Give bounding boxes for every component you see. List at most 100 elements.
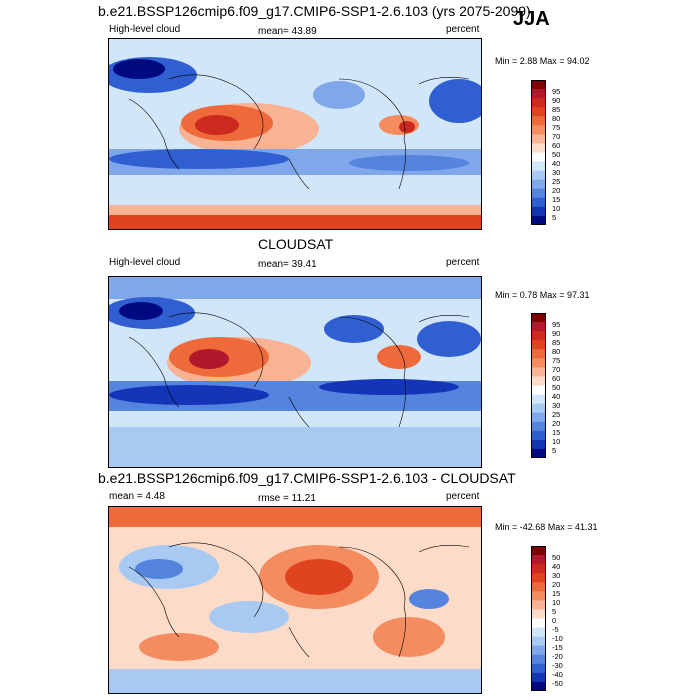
- colorbar-tick-label: 40: [552, 159, 561, 169]
- season-label: JJA: [513, 8, 550, 30]
- colorbar-swatch: [531, 197, 546, 208]
- colorbar-swatch: [531, 367, 546, 377]
- colorbar-tick-label: 60: [552, 373, 561, 383]
- colorbar-swatch: [531, 654, 546, 665]
- colorbar-swatch: [531, 600, 546, 610]
- colorbar-swatch: [531, 582, 546, 592]
- colorbar-tick-label: -40: [552, 670, 563, 680]
- colorbar-swatch: [531, 143, 546, 153]
- colorbar-tick-label: 0: [552, 616, 557, 625]
- colorbar-tick-label: 25: [552, 177, 561, 187]
- colorbar-tick-label: -10: [552, 634, 563, 644]
- colorbar-tick-label: -5: [552, 625, 559, 635]
- colorbar-swatch: [531, 107, 546, 117]
- colorbar-tick-label: 70: [552, 131, 561, 141]
- panel3-mean: mean = 4.48: [109, 491, 165, 502]
- colorbar-swatch: [531, 215, 546, 225]
- colorbar-swatch: [531, 618, 546, 629]
- colorbar-swatch: [531, 573, 546, 583]
- colorbar-tick-label: 5: [552, 213, 557, 223]
- colorbar-tick-label: 25: [552, 410, 561, 420]
- panel1-title: b.e21.BSSP126cmip6.f09_g17.CMIP6-SSP1-2.…: [98, 3, 531, 19]
- colorbar-swatch: [531, 681, 546, 691]
- colorbar-tick-label: 10: [552, 597, 561, 607]
- colorbar-swatch: [531, 591, 546, 601]
- colorbar-swatch: [531, 376, 546, 386]
- panel3-units: percent: [446, 491, 480, 502]
- colorbar-swatch: [531, 645, 546, 656]
- panel1-mean: mean= 43.89: [258, 26, 317, 37]
- colorbar-swatch: [531, 564, 546, 574]
- panel3-rmse: rmse = 11.21: [258, 493, 316, 504]
- colorbar-tick-label: 20: [552, 186, 561, 196]
- colorbar-tick-label: 40: [552, 561, 561, 571]
- panel2-units: percent: [446, 257, 480, 268]
- colorbar-swatch: [531, 421, 546, 432]
- panel2-minmax: Min = 0.78 Max = 97.31: [495, 290, 590, 300]
- colorbar-swatch: [531, 672, 546, 683]
- colorbar-swatch: [531, 134, 546, 144]
- colorbar-tick-label: 90: [552, 95, 561, 105]
- colorbar-tick-label: 50: [552, 552, 561, 562]
- colorbar-tick-label: 50: [552, 150, 561, 159]
- colorbar-swatch: [531, 152, 546, 163]
- panel1-colorbar-labels: 95 90 85 80 75 70 60 50 40 30 25 20 15 10 5: [552, 82, 582, 227]
- panel3-map: [108, 506, 482, 694]
- colorbar-swatch: [531, 412, 546, 423]
- colorbar-swatch: [531, 322, 546, 332]
- colorbar-swatch: [531, 161, 546, 172]
- panel3-colorbar: [531, 546, 546, 691]
- colorbar-swatch: [531, 89, 546, 99]
- colorbar-swatch: [531, 313, 546, 323]
- colorbar-tick-label: 5: [552, 606, 557, 616]
- colorbar-tick-label: 10: [552, 437, 561, 447]
- colorbar-swatch: [531, 394, 546, 405]
- colorbar-tick-label: 30: [552, 401, 561, 411]
- colorbar-tick-label: 70: [552, 364, 561, 374]
- panel2-variable-label: High-level cloud: [109, 257, 181, 268]
- panel2-colorbar-labels: 95 90 85 80 75 70 60 50 40 30 25 20 15 10 5: [552, 315, 582, 460]
- colorbar-swatch: [531, 188, 546, 199]
- colorbar-swatch: [531, 663, 546, 674]
- colorbar-swatch: [531, 546, 546, 556]
- colorbar-swatch: [531, 340, 546, 350]
- colorbar-swatch: [531, 636, 546, 647]
- colorbar-tick-label: 80: [552, 113, 561, 123]
- colorbar-swatch: [531, 627, 546, 638]
- colorbar-tick-label: 10: [552, 204, 561, 214]
- colorbar-tick-label: 50: [552, 383, 561, 392]
- colorbar-swatch: [531, 80, 546, 90]
- panel3-colorbar-labels: 50 40 30 20 15 10 5 0 -5 -10 -15 -20 -30 -40 -50: [552, 548, 582, 693]
- colorbar-tick-label: 15: [552, 195, 561, 205]
- colorbar-swatch: [531, 358, 546, 368]
- colorbar-tick-label: 5: [552, 446, 557, 456]
- colorbar-tick-label: 30: [552, 168, 561, 178]
- colorbar-tick-label: 80: [552, 346, 561, 356]
- colorbar-swatch: [531, 403, 546, 414]
- colorbar-swatch: [531, 179, 546, 190]
- colorbar-tick-label: -30: [552, 661, 563, 671]
- panel2-mean: mean= 39.41: [258, 259, 317, 270]
- colorbar-tick-label: 75: [552, 122, 561, 132]
- colorbar-swatch: [531, 555, 546, 565]
- colorbar-tick-label: 85: [552, 337, 561, 347]
- panel1-variable-label: High-level cloud: [109, 24, 181, 35]
- colorbar-tick-label: -50: [552, 679, 563, 689]
- colorbar-tick-label: 75: [552, 355, 561, 365]
- colorbar-tick-label: -20: [552, 652, 563, 662]
- colorbar-tick-label: 20: [552, 419, 561, 429]
- colorbar-tick-label: 40: [552, 392, 561, 402]
- panel1-units: percent: [446, 24, 480, 35]
- panel3-minmax: Min = -42.68 Max = 41.31: [495, 522, 598, 532]
- colorbar-swatch: [531, 116, 546, 126]
- colorbar-tick-label: 95: [552, 86, 561, 96]
- colorbar-tick-label: 95: [552, 319, 561, 329]
- colorbar-swatch: [531, 125, 546, 135]
- panel1-minmax: Min = 2.88 Max = 94.02: [495, 56, 590, 66]
- colorbar-tick-label: -15: [552, 643, 563, 653]
- colorbar-swatch: [531, 98, 546, 108]
- colorbar-tick-label: 15: [552, 428, 561, 438]
- panel2-colorbar: [531, 313, 546, 458]
- colorbar-tick-label: 30: [552, 570, 561, 580]
- panel1-map: [108, 38, 482, 230]
